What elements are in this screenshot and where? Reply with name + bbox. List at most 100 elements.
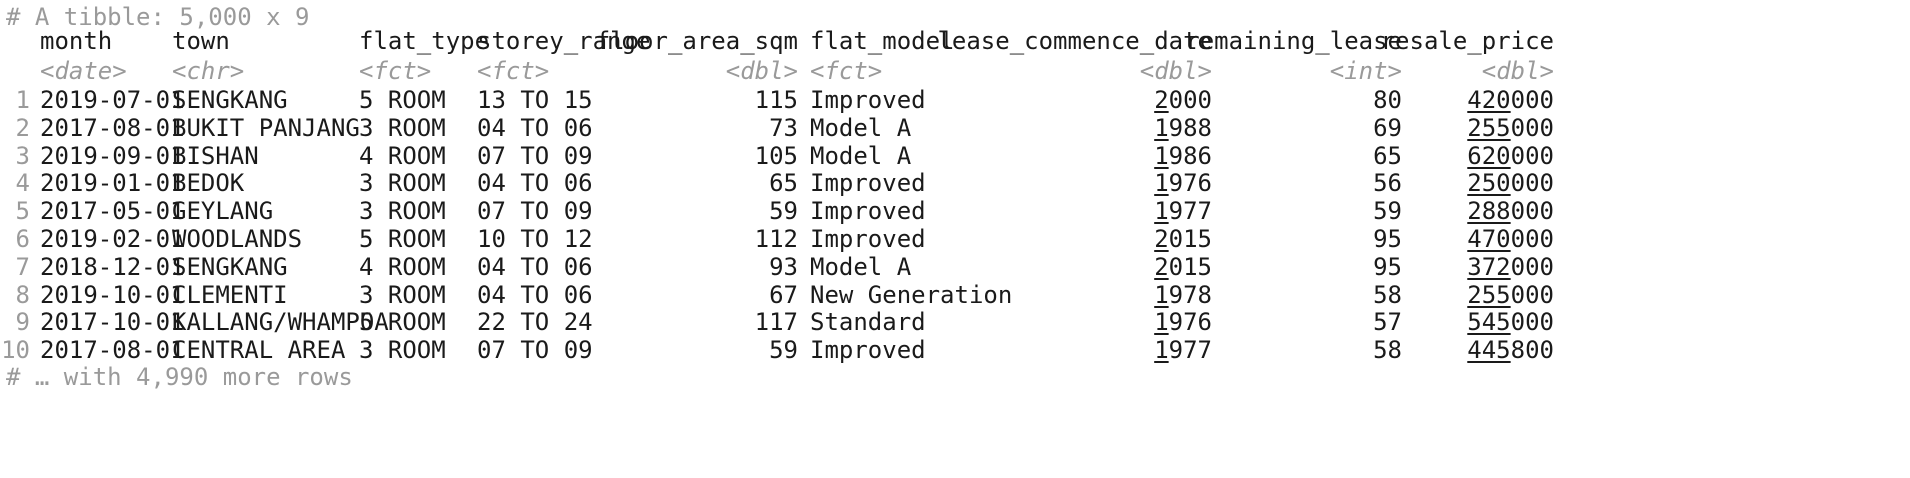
- cell-storey-range: 04 TO 06: [477, 252, 593, 281]
- cell-floor-area-sqm: 59: [769, 336, 798, 365]
- cell-lease-commence-date: 1986: [1154, 141, 1212, 170]
- cell-month: 2019-01-01: [40, 169, 185, 198]
- cell-remaining-lease: 56: [1373, 169, 1402, 198]
- cell-town: BEDOK: [172, 169, 245, 198]
- cell-town: WOODLANDS: [172, 225, 303, 253]
- cell-lease-commence-date: 1976: [1154, 308, 1212, 337]
- cell-flat-model: Standard: [810, 308, 926, 337]
- cell-resale-price: 420000: [1467, 86, 1554, 114]
- column-header-flat-type: flat_type: [359, 27, 490, 55]
- column-header-row: month town flat_type storey_range floor_area…: [0, 24, 1910, 58]
- cell-flat-type: 4 ROOM: [359, 252, 446, 281]
- cell-resale-price: 445800: [1467, 336, 1554, 365]
- cell-resale-price: 255000: [1467, 280, 1554, 309]
- tibble-summary-line: # A tibble: 5,000 x 9: [6, 3, 310, 31]
- table-row: 2 2017-08-01 BUKIT PANJANG 3 ROOM 04 TO 06 73…: [0, 111, 1910, 145]
- cell-flat-model: Model A: [810, 141, 912, 170]
- cell-month: 2017-08-01: [40, 336, 185, 365]
- cell-floor-area-sqm: 105: [754, 141, 798, 170]
- cell-town: BISHAN: [172, 141, 259, 170]
- column-type-town: <chr>: [172, 57, 245, 85]
- cell-remaining-lease: 58: [1373, 280, 1402, 309]
- column-type-flat-type: <fct>: [359, 57, 432, 85]
- table-row: 3 2019-09-01 BISHAN 4 ROOM 07 TO 09 105 Model …: [0, 139, 1910, 173]
- cell-flat-type: 3 ROOM: [359, 113, 446, 142]
- cell-month: 2019-09-01: [40, 141, 185, 170]
- column-type-month: <date>: [40, 57, 127, 85]
- cell-lease-commence-date: 2015: [1154, 252, 1212, 281]
- cell-flat-type: 4 ROOM: [359, 141, 446, 170]
- cell-flat-type: 5 ROOM: [359, 308, 446, 337]
- cell-flat-type: 3 ROOM: [359, 336, 446, 365]
- column-type-floor-area-sqm: <dbl>: [725, 57, 798, 85]
- cell-remaining-lease: 95: [1373, 252, 1402, 281]
- cell-town: GEYLANG: [172, 197, 274, 226]
- row-index: 9: [15, 308, 30, 337]
- cell-floor-area-sqm: 112: [754, 225, 798, 253]
- cell-flat-model: Improved: [810, 86, 926, 114]
- cell-floor-area-sqm: 117: [754, 308, 798, 337]
- cell-town: SENGKANG: [172, 252, 288, 281]
- column-header-month: month: [40, 27, 113, 55]
- row-index: 4: [15, 169, 30, 198]
- cell-month: 2017-08-01: [40, 113, 185, 142]
- table-row: 1 2019-07-01 SENGKANG 5 ROOM 13 TO 15 115 Impr…: [0, 83, 1910, 117]
- column-type-flat-model: <fct>: [810, 57, 883, 85]
- cell-floor-area-sqm: 73: [769, 113, 798, 142]
- cell-resale-price: 288000: [1467, 197, 1554, 226]
- cell-flat-model: Improved: [810, 336, 926, 365]
- cell-storey-range: 13 TO 15: [477, 86, 593, 114]
- column-header-lease-commence-date: lease_commence_date: [937, 27, 1212, 55]
- cell-resale-price: 620000: [1467, 141, 1554, 170]
- cell-flat-model: Improved: [810, 225, 926, 253]
- column-header-floor-area-sqm: floor_area_sqm: [595, 27, 798, 55]
- more-rows-footer: # … with 4,990 more rows: [6, 363, 353, 391]
- cell-floor-area-sqm: 59: [769, 197, 798, 226]
- cell-flat-type: 3 ROOM: [359, 169, 446, 198]
- cell-flat-model: Improved: [810, 197, 926, 226]
- table-row: 6 2019-02-01 WOODLANDS 5 ROOM 10 TO 12 112 Imp…: [0, 222, 1910, 256]
- cell-remaining-lease: 65: [1373, 141, 1402, 170]
- cell-storey-range: 04 TO 06: [477, 113, 593, 142]
- row-index: 7: [15, 252, 30, 281]
- row-index: 6: [15, 225, 30, 253]
- cell-month: 2017-10-01: [40, 308, 185, 337]
- cell-lease-commence-date: 1978: [1154, 280, 1212, 309]
- column-header-storey-range: storey_range: [477, 27, 651, 55]
- column-type-remaining-lease: <int>: [1329, 57, 1402, 85]
- cell-remaining-lease: 57: [1373, 308, 1402, 337]
- cell-remaining-lease: 80: [1373, 86, 1402, 114]
- cell-lease-commence-date: 1988: [1154, 113, 1212, 142]
- cell-resale-price: 545000: [1467, 308, 1554, 337]
- cell-flat-type: 5 ROOM: [359, 86, 446, 114]
- cell-month: 2018-12-01: [40, 252, 185, 281]
- cell-flat-model: Model A: [810, 113, 912, 142]
- cell-month: 2017-05-01: [40, 197, 185, 226]
- cell-lease-commence-date: 1977: [1154, 197, 1212, 226]
- cell-town: BUKIT PANJANG: [172, 113, 360, 142]
- cell-flat-model: New Generation: [810, 280, 1013, 309]
- cell-storey-range: 07 TO 09: [477, 141, 593, 170]
- table-row: 7 2018-12-01 SENGKANG 4 ROOM 04 TO 06 93 Model…: [0, 250, 1910, 284]
- cell-resale-price: 255000: [1467, 113, 1554, 142]
- cell-flat-model: Model A: [810, 252, 912, 281]
- column-type-storey-range: <fct>: [477, 57, 550, 85]
- column-header-remaining-lease: remaining_lease: [1185, 27, 1402, 55]
- row-index: 10: [1, 336, 30, 365]
- cell-town: CLEMENTI: [172, 280, 288, 309]
- row-index: 5: [15, 197, 30, 226]
- row-index: 2: [15, 113, 30, 142]
- cell-town: SENGKANG: [172, 86, 288, 114]
- cell-month: 2019-07-01: [40, 86, 185, 114]
- cell-lease-commence-date: 1977: [1154, 336, 1212, 365]
- cell-remaining-lease: 95: [1373, 225, 1402, 253]
- cell-storey-range: 22 TO 24: [477, 308, 593, 337]
- cell-lease-commence-date: 1976: [1154, 169, 1212, 198]
- cell-resale-price: 372000: [1467, 252, 1554, 281]
- table-row: 4 2019-01-01 BEDOK 3 ROOM 04 TO 06 65 Improved…: [0, 166, 1910, 200]
- row-index: 1: [15, 86, 30, 114]
- column-type-row: <date> <chr> <fct> <fct> <dbl> <fct> <dbl> <int…: [0, 54, 1910, 88]
- column-header-resale-price: resale_price: [1380, 27, 1554, 55]
- table-row: 5 2017-05-01 GEYLANG 3 ROOM 07 TO 09 59 Improv…: [0, 194, 1910, 228]
- cell-remaining-lease: 58: [1373, 336, 1402, 365]
